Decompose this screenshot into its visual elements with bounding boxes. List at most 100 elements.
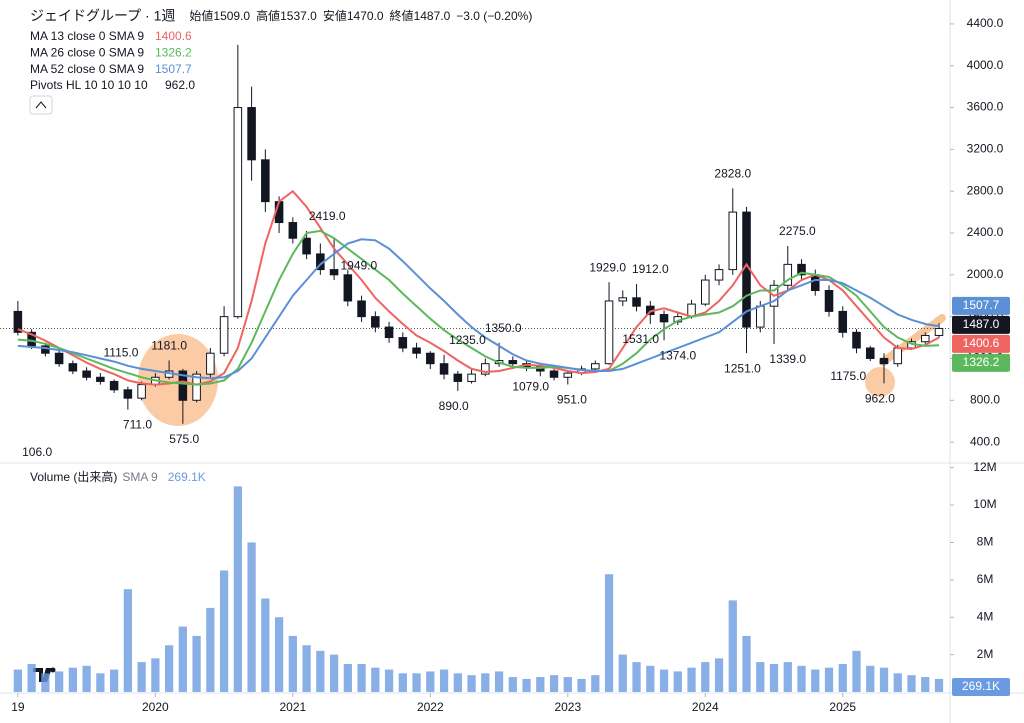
- volume-bar: [536, 677, 545, 692]
- candle-body: [563, 372, 573, 378]
- pivot-label: 1181.0: [151, 339, 187, 353]
- collapse-button[interactable]: [29, 95, 53, 115]
- candle: [659, 310, 669, 341]
- candle: [137, 381, 146, 401]
- volume-bar: [261, 598, 270, 692]
- volume-bar: [577, 678, 586, 692]
- volume-bar: [646, 665, 655, 692]
- volume-bar: [907, 675, 916, 692]
- candle: [302, 231, 311, 260]
- candle-body: [357, 300, 366, 318]
- candle-body: [920, 334, 930, 343]
- pivot-label: 1929.0: [589, 260, 626, 274]
- volume-bar: [673, 671, 682, 692]
- ohlc-value: 1487.0: [414, 9, 451, 23]
- candle: [219, 306, 229, 357]
- volume-bar: [371, 667, 380, 692]
- sma-name: SMA 9: [122, 470, 158, 484]
- highlight: [865, 367, 895, 397]
- candle: [96, 373, 105, 385]
- pivot-label: 1175.0: [830, 369, 866, 383]
- y-tick-label: 4000.0: [967, 58, 1004, 72]
- sma-value: 269.1K: [168, 470, 206, 484]
- pivot-label: 1912.0: [632, 262, 669, 276]
- volume-bar: [302, 645, 311, 692]
- volume-bar: [357, 663, 366, 692]
- y-tick-label: 2000.0: [967, 267, 1004, 281]
- volume-bar: [494, 671, 504, 692]
- candle-body: [453, 373, 463, 382]
- candle: [54, 350, 64, 367]
- candle-body: [137, 384, 146, 399]
- candle-body: [934, 327, 944, 336]
- volume-bar: [13, 669, 22, 692]
- candle-body: [192, 373, 201, 401]
- ohlc-name: 始値: [189, 8, 213, 23]
- candle: [852, 329, 861, 354]
- price-tag: [952, 353, 1010, 372]
- candle: [838, 306, 848, 338]
- candle-body: [82, 370, 91, 378]
- candle: [384, 321, 394, 343]
- volume-bar: [591, 675, 600, 692]
- price-tag: [952, 296, 1010, 315]
- volume-bar: [54, 671, 64, 692]
- y-tick-label: 8M: [977, 535, 994, 549]
- y-tick-label: 3600.0: [967, 100, 1004, 114]
- volume-bar: [934, 678, 944, 692]
- candle: [728, 188, 738, 275]
- volume-bar: [316, 650, 325, 692]
- candle-body: [96, 376, 105, 382]
- volume-bar: [164, 645, 174, 692]
- y-tick-label: 3200.0: [967, 142, 1004, 156]
- candle-body: [247, 107, 256, 161]
- volume-bar: [824, 667, 834, 692]
- volume-bar: [852, 650, 861, 692]
- pivot-label: 2828.0: [714, 166, 751, 180]
- candle-body: [467, 373, 476, 382]
- candle-body: [109, 380, 119, 391]
- volume-bar: [151, 658, 160, 692]
- candle: [453, 371, 463, 391]
- candle-body: [329, 269, 339, 276]
- candle-body: [797, 263, 806, 276]
- volume-bar: [811, 669, 820, 692]
- candle-body: [261, 159, 270, 203]
- volume-bar: [109, 669, 119, 692]
- price-tag-label: 1487.0: [963, 317, 1000, 331]
- candle: [206, 348, 215, 378]
- candle-body: [68, 363, 78, 372]
- volume-bar: [137, 662, 146, 692]
- legend-name: MA 52 close 0 SMA 9: [30, 62, 144, 76]
- y-tick-label: 4M: [977, 609, 994, 623]
- volume-bar: [783, 662, 792, 692]
- x-tick-label: 2022: [417, 700, 444, 714]
- candle: [398, 332, 408, 353]
- candle-body: [123, 389, 133, 399]
- volume-bar: [659, 669, 669, 692]
- pivot-label: 1350.0: [485, 321, 522, 335]
- candle-body: [288, 222, 298, 239]
- candle: [178, 368, 188, 424]
- y-tick-label: 10M: [973, 497, 996, 511]
- candle: [123, 386, 133, 410]
- price-tag-label: 1400.6: [963, 336, 1000, 350]
- volume-bar: [412, 673, 421, 692]
- candle: [247, 86, 256, 181]
- volume-bar: [508, 677, 517, 692]
- candle: [467, 368, 476, 384]
- volume-bar: [453, 673, 462, 692]
- ma-line: [17, 238, 940, 380]
- volume-bar: [797, 665, 806, 692]
- ohlc-name: 高値: [256, 8, 280, 23]
- candle: [879, 353, 889, 384]
- candle-body: [618, 297, 628, 302]
- price-tag: [952, 677, 1010, 696]
- candle-body: [687, 303, 696, 318]
- x-tick-label: 2021: [279, 700, 306, 714]
- candle: [288, 217, 298, 244]
- volume-bar: [714, 658, 724, 692]
- candle-body: [591, 363, 600, 370]
- candle: [865, 345, 875, 362]
- candle: [701, 274, 710, 307]
